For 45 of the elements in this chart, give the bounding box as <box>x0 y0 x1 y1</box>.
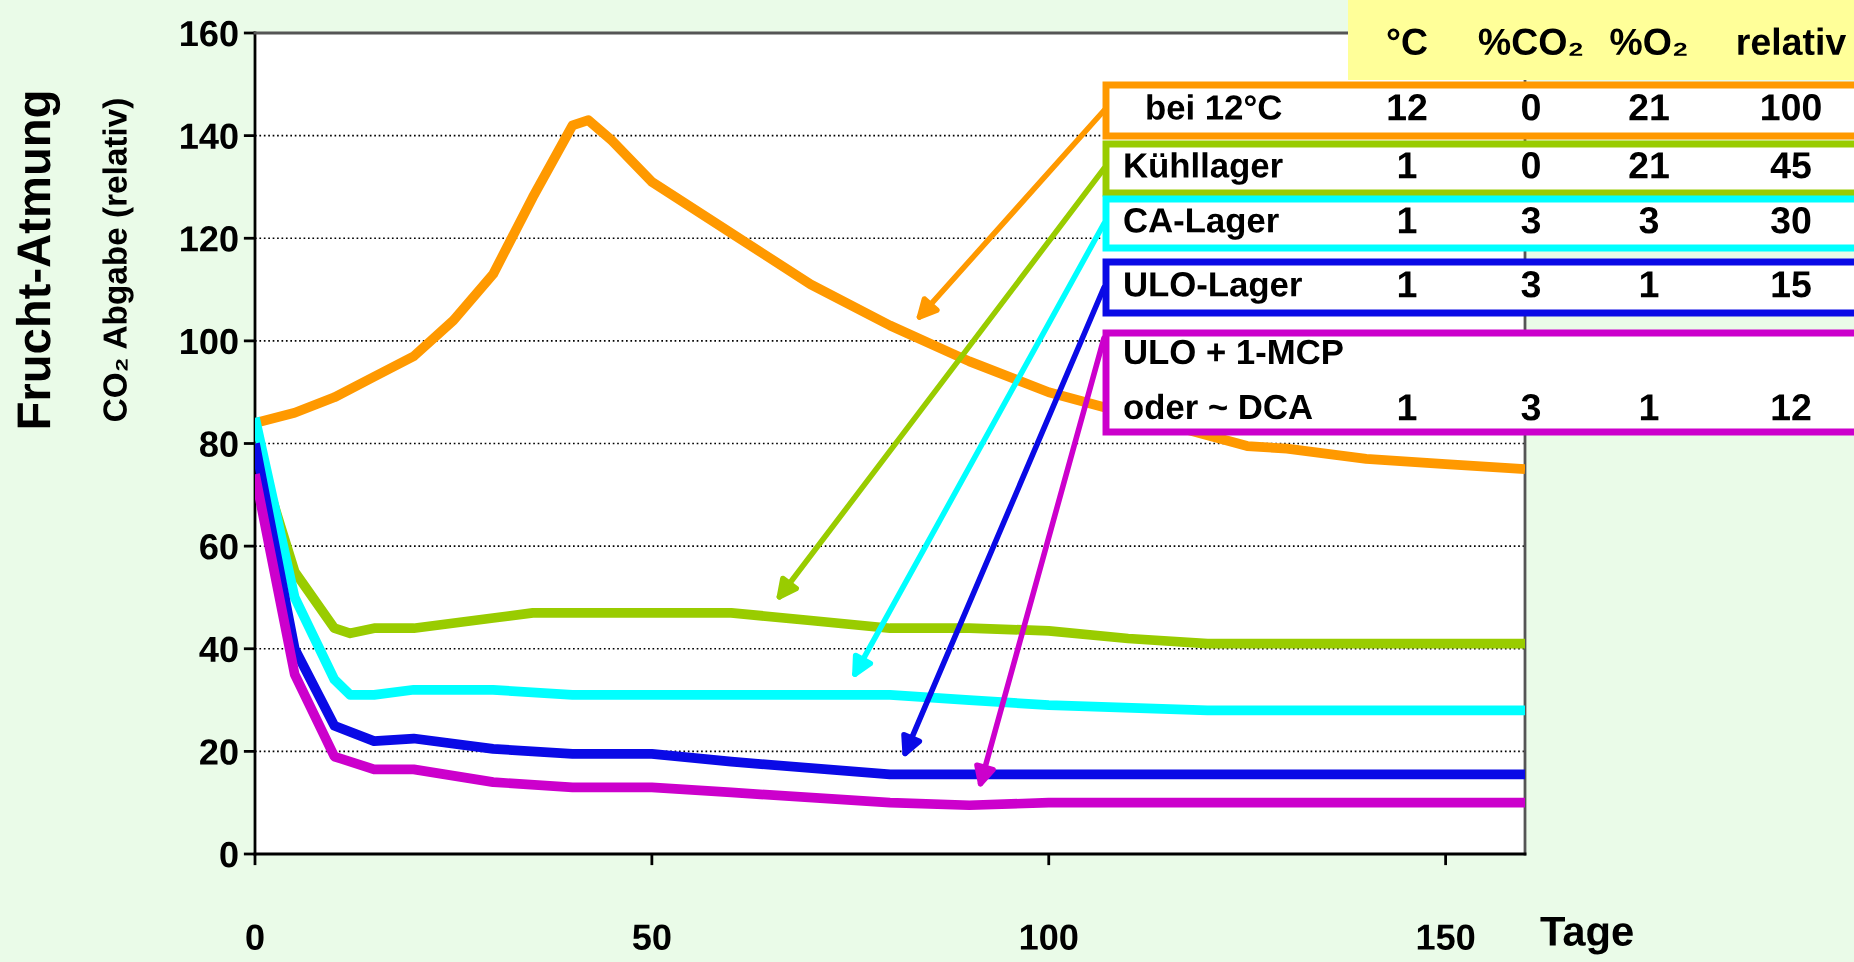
text: 1 <box>1640 271 1659 298</box>
annotation: 1 <box>1398 207 1417 234</box>
y-tick-label: 20 <box>200 739 238 765</box>
y-tick-label: 80 <box>200 431 238 457</box>
y-tick-label: 100 <box>181 328 238 355</box>
text: ULO-Lager <box>1125 272 1302 304</box>
text: ULO + 1-MCP oder ~ DCA <box>1124 339 1343 420</box>
y-tick-label: 0 <box>220 841 238 868</box>
annotation: 0 <box>1522 152 1540 179</box>
annotation: 12 <box>1388 94 1427 121</box>
x-axis-title: Tage <box>1540 916 1633 955</box>
y-axis-title: Frucht-Atmung <box>15 92 61 428</box>
annotation: 3 <box>1521 394 1541 421</box>
y-tick-label: 140 <box>181 123 238 150</box>
text: 21 <box>1629 152 1669 179</box>
text: 45 <box>1770 152 1811 179</box>
text: relativ <box>1738 27 1847 56</box>
y-tick-label: 40 <box>199 636 238 663</box>
y-tick-label: 160 <box>181 20 238 47</box>
text: 15 <box>1772 271 1811 298</box>
annotation: 1 <box>1398 152 1417 179</box>
annotation: °C <box>1387 28 1428 56</box>
annotation: 1 <box>1398 271 1417 298</box>
text: bei 12°C <box>1147 94 1282 120</box>
x-tick-label: 50 <box>632 924 671 950</box>
annotation: %CO₂ <box>1478 28 1583 56</box>
x-tick-label: 0 <box>246 924 264 950</box>
text: 12 <box>1772 394 1811 421</box>
text: CO₂ Abgabe (relativ) <box>102 99 134 421</box>
x-tick-label: 100 <box>1020 924 1078 950</box>
annotation: 0 <box>1522 94 1540 121</box>
text: CA-Lager <box>1124 208 1279 240</box>
text: 3 <box>1639 207 1659 234</box>
text: %O₂ <box>1610 28 1687 56</box>
annotation: 3 <box>1521 271 1541 298</box>
annotation: 1 <box>1398 394 1417 421</box>
x-tick-label: 150 <box>1417 924 1475 950</box>
y-tick-label: 120 <box>181 226 238 252</box>
text: 30 <box>1771 207 1811 234</box>
annotation: 3 <box>1521 207 1541 234</box>
y-tick-label: 60 <box>200 533 238 560</box>
text: 21 <box>1629 94 1669 121</box>
text: 100 <box>1762 94 1821 121</box>
text: Kühllager <box>1125 152 1283 185</box>
text: 1 <box>1640 394 1659 421</box>
